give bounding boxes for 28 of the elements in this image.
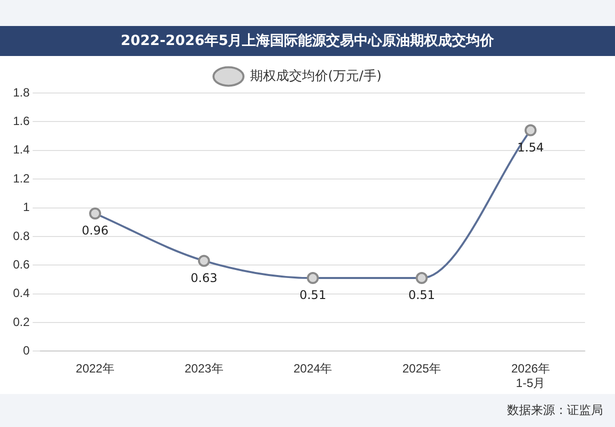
point <box>524 124 537 136</box>
x-tick-label: 2025年 <box>402 362 442 376</box>
y-tick-label: 1 <box>22 200 30 214</box>
data-label: 0.96 <box>82 224 108 238</box>
legend-label: 期权成交均价(万元/手) <box>250 68 382 84</box>
x-tick-label: 2026年 1-5月 <box>511 362 550 390</box>
data-label: 0.51 <box>299 288 326 302</box>
point <box>89 207 102 220</box>
point <box>416 272 428 284</box>
x-tick-label: 2023年 <box>184 362 224 376</box>
y-tick-label: 0.2 <box>12 314 30 329</box>
y-tick-label: 1.6 <box>12 114 30 128</box>
y-tick-label: 1.2 <box>12 171 30 186</box>
x-tick-label: 2024年 <box>293 362 332 376</box>
y-tick-label: 1.4 <box>12 142 30 157</box>
y-tick-label: 0 <box>22 344 30 358</box>
data-label: 0.51 <box>408 288 436 302</box>
y-tick-label: 0.8 <box>12 228 30 243</box>
x-tick-label: 2022年 <box>76 362 114 376</box>
y-tick-label: 0.6 <box>12 257 30 272</box>
data-label: 0.63 <box>190 270 218 285</box>
y-tick-label: 0.4 <box>12 286 30 300</box>
chart-title: 2022-2026年5月上海国际能源交易中心原油期权成交均价 <box>0 26 615 56</box>
point <box>198 254 210 267</box>
y-tick-label: 1.8 <box>12 85 30 100</box>
point <box>306 272 319 284</box>
data-label: 1.54 <box>517 140 544 154</box>
source-note: 数据来源：证监局 <box>507 403 603 417</box>
